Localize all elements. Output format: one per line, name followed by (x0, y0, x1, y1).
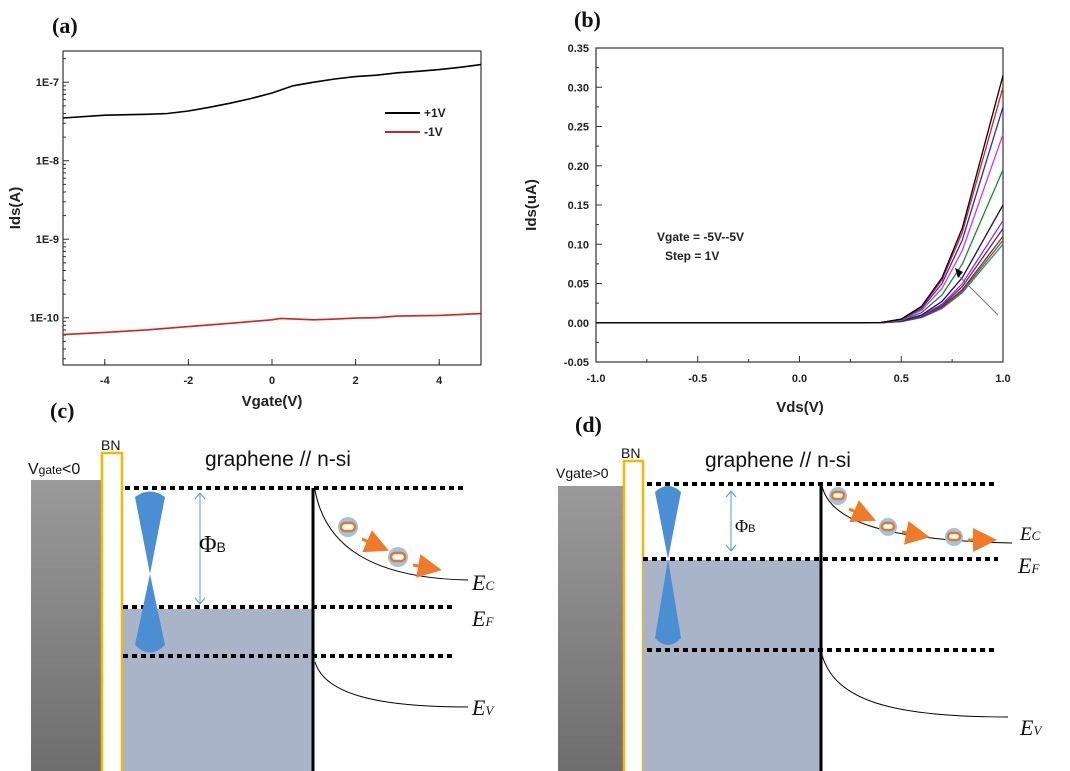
legend-label-minus1v: -1V (424, 125, 443, 139)
ev-label: EV (1019, 715, 1043, 740)
electron-motion-arrow-icon (901, 520, 930, 545)
bn-label: BN (101, 437, 120, 453)
x-tick-label-b: 1.0 (995, 373, 1010, 385)
y-tick-label-a: 1E-8 (36, 156, 59, 168)
bn-layer (622, 459, 645, 771)
iv-curve (596, 106, 1004, 324)
y-tick-label-b: 0.25 (568, 122, 589, 134)
ec-label: EC (1019, 524, 1041, 545)
trend-arrow-line (957, 274, 999, 316)
electron-icon (879, 518, 897, 536)
gate-voltage-label: Vgate<0 (28, 461, 80, 478)
iv-curve (596, 169, 1004, 324)
trend-arrow-head (955, 268, 963, 278)
ec-label: EC (471, 570, 494, 595)
electron-icon (338, 517, 358, 537)
x-axis-title-b: Vds(V) (776, 399, 824, 416)
y-tick-label-b: 0.05 (568, 279, 589, 291)
x-tick-label-b: -0.5 (688, 373, 707, 385)
x-tick-label-b: -1.0 (587, 373, 606, 385)
diagram-title: graphene // n-si (205, 448, 351, 471)
electron-motion-arrow-icon (361, 530, 389, 553)
annotation-vgate-range: Vgate = -5V--5V (657, 230, 744, 244)
y-tick-label-b: -0.05 (564, 357, 589, 369)
electron-icon (388, 547, 408, 567)
y-tick-label-b: 0.35 (568, 43, 589, 55)
electron-icon (829, 487, 847, 505)
barrier-height-label: ΦB (735, 516, 756, 536)
panel-c-label: (c) (50, 398, 74, 423)
ef-label: EF (471, 606, 494, 631)
panel-b: (b) -1.0 -0.5 0.0 0.5 1.0 -0.05 0.00 0.05 0.10 0.… (523, 7, 1011, 416)
y-tick-label-b: 0.10 (568, 239, 589, 251)
y-tick-label-b: 0.30 (568, 82, 589, 94)
iv-curve (596, 239, 1004, 324)
panel-c: (c) Vgate<0 BN graphene // n-si ΦB EC EF… (28, 398, 495, 771)
y-tick-label-a: 1E-7 (36, 77, 59, 89)
bn-layer (100, 451, 124, 771)
gate-electrode (31, 480, 101, 771)
dirac-cone-icon (655, 486, 681, 645)
electron-icon (945, 528, 963, 546)
barrier-height-label: ΦB (199, 532, 226, 558)
ef-label: EF (1017, 553, 1040, 578)
valence-band-curve (821, 654, 1009, 718)
legend-a: +1V -1V (385, 106, 446, 139)
series-line-plus1v (62, 63, 482, 119)
barrier-arrow-heads (725, 490, 737, 552)
barrier-arrow-heads (194, 492, 206, 605)
valence-band-curve (314, 661, 469, 708)
x-tick-label-a: -2 (184, 375, 194, 387)
electron-motion-arrow-icon (848, 500, 876, 523)
x-tick-label-a: -4 (100, 375, 111, 387)
bn-label: BN (621, 445, 640, 461)
y-tick-label-a: 1E-10 (30, 313, 59, 325)
x-axis-title-a: Vgate(V) (242, 393, 303, 410)
gate-electrode (558, 486, 623, 771)
iv-curve (596, 75, 1004, 324)
conduction-band-curve (821, 485, 1013, 544)
x-tick-label-b: 0.5 (894, 373, 909, 385)
series-line-minus1v (62, 312, 482, 336)
y-axis-title-b: Ids(uA) (523, 179, 540, 231)
panel-b-label: (b) (574, 7, 601, 32)
panel-d: (d) Vgate>0 BN graphene // n-si ΦB EC EF… (556, 412, 1043, 771)
y-axis-title-a: Ids(A) (7, 187, 24, 230)
x-tick-label-a: 0 (269, 375, 275, 387)
y-tick-label-b: 0.00 (568, 318, 589, 330)
x-tick-label-b: 0.0 (792, 373, 807, 385)
dirac-cone-icon (135, 491, 165, 653)
ev-label: EV (471, 695, 495, 720)
panel-a: (a) -4 -2 0 2 4 1E-7 1E-8 1E-9 1E-10 Vgate(V) Id… (7, 13, 482, 410)
conduction-band-curve (314, 489, 469, 581)
panel-d-label: (d) (575, 412, 602, 437)
panel-a-label: (a) (52, 13, 78, 38)
y-tick-label-b: 0.15 (568, 200, 589, 212)
y-tick-label-a: 1E-9 (36, 234, 59, 246)
electron-motion-arrow-icon (412, 554, 442, 578)
x-tick-label-a: 2 (353, 375, 359, 387)
plot-b-frame (595, 47, 1004, 363)
y-tick-label-b: 0.20 (568, 161, 589, 173)
annotation-step: Step = 1V (665, 249, 719, 263)
diagram-title: graphene // n-si (705, 449, 851, 472)
gate-voltage-label: Vgate>0 (556, 465, 609, 481)
plot-a-frame (62, 50, 482, 366)
legend-label-plus1v: +1V (424, 106, 446, 120)
x-tick-label-a: 4 (436, 375, 443, 387)
